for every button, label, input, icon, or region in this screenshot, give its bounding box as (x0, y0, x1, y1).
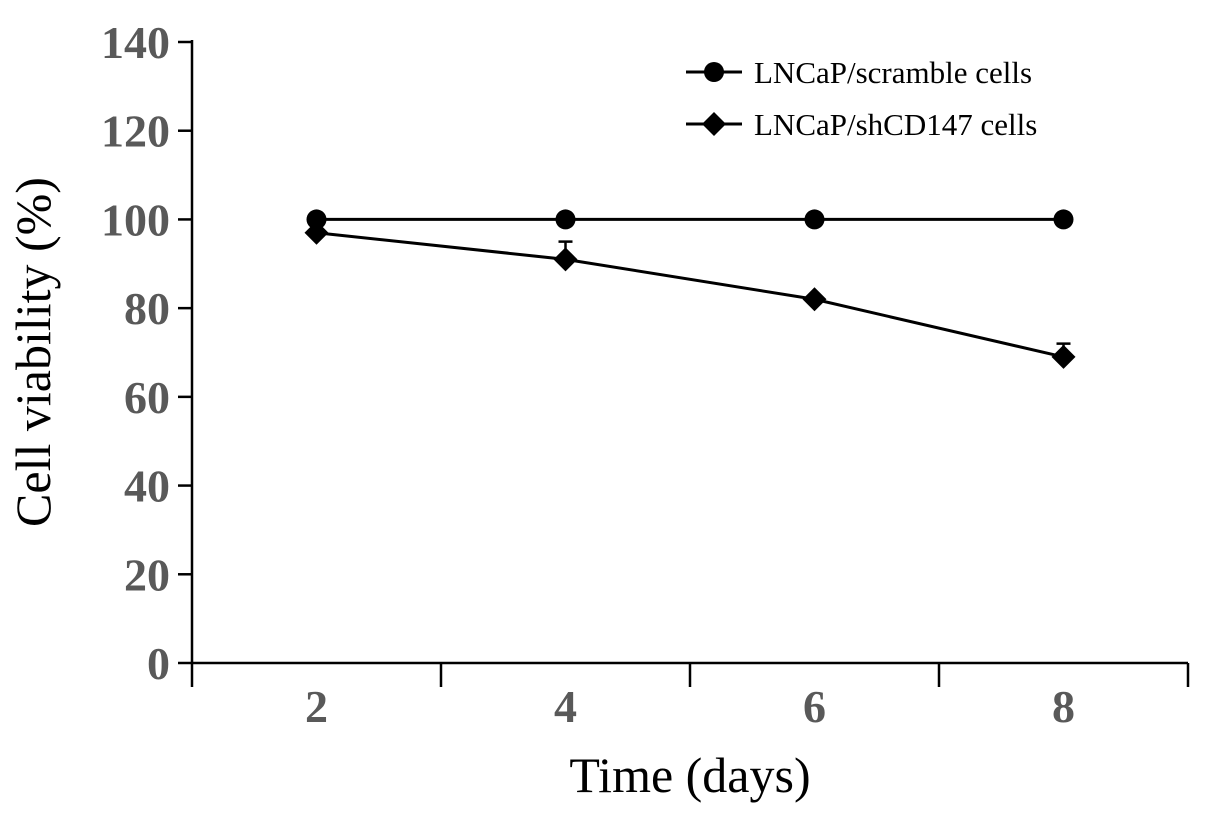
x-tick-label-6: 6 (803, 681, 826, 732)
x-axis-title: Time (days) (569, 747, 810, 803)
y-tick-label-40: 40 (124, 461, 170, 512)
point-1-0 (304, 220, 329, 245)
y-tick-label-140: 140 (101, 17, 170, 68)
point-0-2 (804, 209, 825, 230)
y-tick-label-60: 60 (124, 372, 170, 423)
legend-label-1: LNCaP/shCD147 cells (754, 107, 1037, 142)
x-tick-label-4: 4 (554, 681, 577, 732)
y-axis-title: Cell viability (%) (5, 177, 61, 527)
x-tick-label-8: 8 (1052, 681, 1075, 732)
y-tick-label-0: 0 (147, 638, 170, 689)
legend-label-0: LNCaP/scramble cells (754, 55, 1032, 90)
point-1-2 (802, 287, 827, 312)
y-ticks: 0 20 40 60 80 100 120 140 (101, 17, 192, 689)
series (304, 209, 1076, 369)
y-tick-label-120: 120 (101, 106, 170, 157)
point-0-0 (306, 209, 327, 230)
y-tick-label-80: 80 (124, 283, 170, 334)
x-tick-label-2: 2 (305, 681, 328, 732)
y-tick-label-20: 20 (124, 549, 170, 600)
point-1-1 (553, 247, 578, 272)
point-0-3 (1053, 209, 1074, 230)
legend: LNCaP/scramble cells LNCaP/shCD147 cells (686, 55, 1037, 142)
x-ticks: 2 4 6 8 (190, 663, 1190, 732)
point-0-1 (555, 209, 576, 230)
y-tick-label-100: 100 (101, 194, 170, 245)
series-line-1 (316, 231, 1064, 359)
point-1-3 (1051, 344, 1076, 369)
legend-marker-1 (702, 112, 726, 136)
legend-marker-0 (704, 62, 724, 82)
